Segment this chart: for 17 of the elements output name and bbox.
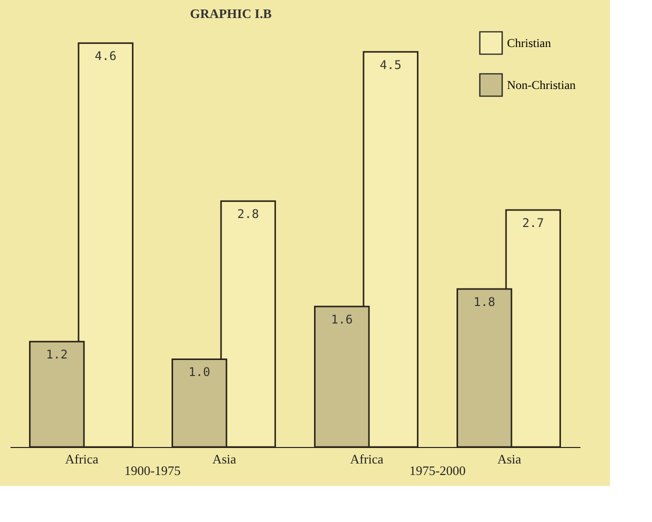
data-label: 2.7 [522,216,544,230]
data-label: 2.8 [237,207,259,222]
x-tick-label: Asia [212,452,236,466]
data-label: 4.5 [380,58,402,72]
x-tick-label: Asia [497,452,522,466]
data-label: 4.6 [94,49,116,64]
legend-label: Non-Christian [507,78,576,92]
text: 1900-1975 [124,463,181,478]
text: 1975-2000 [409,463,466,478]
chart-title: GRAPHIC I.B [190,6,272,21]
legend-label: Christian [507,36,551,50]
x-tick-label: Africa [65,452,99,466]
data-label: 1.6 [331,312,353,327]
data-label: 1.8 [474,294,496,309]
x-tick-label: Africa [350,452,384,466]
data-label: 1.0 [188,365,210,380]
data-label: 1.2 [46,348,68,362]
